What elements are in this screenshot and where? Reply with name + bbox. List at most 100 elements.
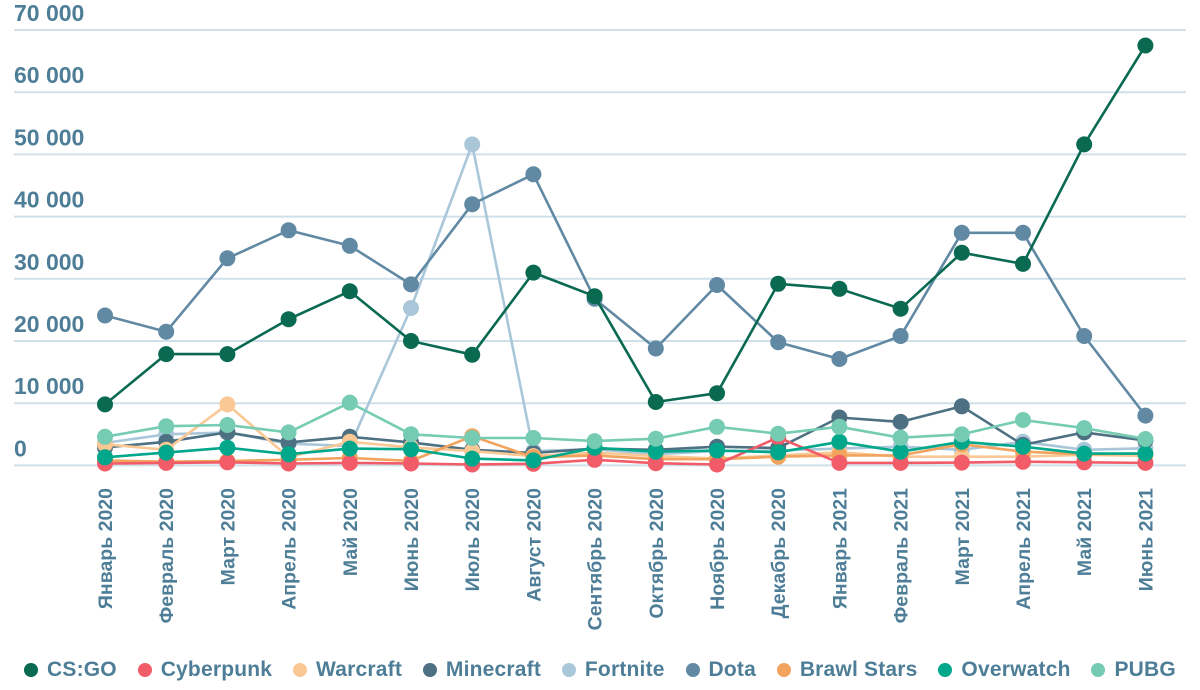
data-point[interactable] bbox=[97, 449, 113, 466]
y-axis-tick-label: 20 000 bbox=[14, 311, 84, 337]
data-point[interactable] bbox=[525, 430, 542, 446]
data-point[interactable] bbox=[280, 446, 297, 463]
data-point[interactable] bbox=[219, 396, 236, 413]
data-point[interactable] bbox=[1137, 431, 1154, 447]
data-point[interactable] bbox=[647, 340, 664, 357]
data-point[interactable] bbox=[1076, 328, 1093, 344]
y-axis-tick-label: 0 bbox=[14, 435, 27, 461]
data-point[interactable] bbox=[464, 430, 481, 446]
data-point[interactable] bbox=[158, 346, 175, 363]
data-point[interactable] bbox=[403, 441, 419, 458]
data-point[interactable] bbox=[831, 418, 848, 435]
data-point[interactable] bbox=[1015, 255, 1031, 272]
data-point[interactable] bbox=[953, 454, 970, 471]
data-point[interactable] bbox=[158, 444, 175, 461]
data-point[interactable] bbox=[647, 394, 664, 410]
data-point[interactable] bbox=[586, 433, 603, 450]
data-point[interactable] bbox=[709, 418, 725, 435]
legend-dot-icon bbox=[561, 663, 576, 677]
data-point[interactable] bbox=[403, 455, 419, 472]
data-point[interactable] bbox=[953, 244, 970, 261]
data-point[interactable] bbox=[770, 334, 787, 351]
data-point[interactable] bbox=[341, 394, 358, 411]
data-point[interactable] bbox=[892, 454, 909, 471]
data-point[interactable] bbox=[1137, 37, 1154, 54]
data-point[interactable] bbox=[892, 328, 909, 344]
data-point[interactable] bbox=[341, 283, 358, 300]
data-point[interactable] bbox=[403, 333, 419, 349]
data-point[interactable] bbox=[464, 196, 481, 213]
legend-item-overwatch[interactable]: Overwatch bbox=[938, 658, 1070, 682]
data-point[interactable] bbox=[1076, 445, 1093, 462]
data-point[interactable] bbox=[953, 224, 970, 241]
data-point[interactable] bbox=[647, 443, 664, 460]
data-point[interactable] bbox=[1015, 438, 1031, 455]
x-axis-tick-label: Январь 2020 bbox=[95, 488, 117, 609]
data-point[interactable] bbox=[586, 451, 603, 468]
data-point[interactable] bbox=[280, 222, 297, 239]
data-point[interactable] bbox=[219, 439, 236, 456]
data-point[interactable] bbox=[1015, 453, 1031, 470]
data-point[interactable] bbox=[709, 277, 725, 293]
data-point[interactable] bbox=[709, 385, 725, 402]
legend-item-warcraft[interactable]: Warcraft bbox=[293, 658, 402, 682]
legend-item-cyberpunk[interactable]: Cyberpunk bbox=[137, 658, 273, 682]
data-point[interactable] bbox=[831, 433, 848, 450]
data-point[interactable] bbox=[831, 454, 848, 471]
data-point[interactable] bbox=[892, 413, 909, 430]
data-point[interactable] bbox=[1015, 412, 1031, 428]
legend-item-cs-go[interactable]: CS:GO bbox=[24, 658, 117, 682]
data-point[interactable] bbox=[341, 237, 358, 254]
data-point[interactable] bbox=[1076, 420, 1093, 437]
data-point[interactable] bbox=[1137, 445, 1154, 462]
data-point[interactable] bbox=[341, 454, 358, 471]
data-point[interactable] bbox=[770, 275, 787, 292]
legend-item-dota[interactable]: Dota bbox=[685, 658, 756, 682]
data-point[interactable] bbox=[219, 250, 236, 267]
data-point[interactable] bbox=[525, 264, 542, 281]
data-point[interactable] bbox=[464, 136, 481, 153]
data-point[interactable] bbox=[1137, 407, 1154, 424]
data-point[interactable] bbox=[97, 396, 113, 413]
data-point[interactable] bbox=[647, 430, 664, 447]
data-point[interactable] bbox=[403, 300, 419, 316]
data-point[interactable] bbox=[831, 351, 848, 367]
data-point[interactable] bbox=[341, 440, 358, 457]
data-point[interactable] bbox=[892, 429, 909, 446]
legend-item-pubg[interactable]: PUBG bbox=[1091, 658, 1176, 682]
legend-item-minecraft[interactable]: Minecraft bbox=[422, 658, 541, 682]
data-point[interactable] bbox=[97, 307, 113, 324]
data-point[interactable] bbox=[953, 426, 970, 443]
data-point[interactable] bbox=[219, 346, 236, 363]
data-point[interactable] bbox=[219, 454, 236, 471]
legend-item-fortnite[interactable]: Fortnite bbox=[561, 658, 665, 682]
data-point[interactable] bbox=[709, 456, 725, 473]
data-point[interactable] bbox=[770, 444, 787, 461]
data-point[interactable] bbox=[1015, 224, 1031, 241]
data-point[interactable] bbox=[525, 452, 542, 469]
data-point[interactable] bbox=[525, 166, 542, 183]
data-point[interactable] bbox=[953, 398, 970, 415]
data-point[interactable] bbox=[892, 443, 909, 460]
data-point[interactable] bbox=[403, 276, 419, 293]
data-point[interactable] bbox=[280, 311, 297, 328]
legend-dot-icon bbox=[776, 663, 791, 677]
data-point[interactable] bbox=[709, 442, 725, 459]
data-point[interactable] bbox=[647, 455, 664, 472]
data-point[interactable] bbox=[158, 323, 175, 340]
data-point[interactable] bbox=[770, 425, 787, 442]
data-point[interactable] bbox=[464, 450, 481, 467]
data-point[interactable] bbox=[1076, 136, 1093, 153]
x-axis-tick-label: Июль 2020 bbox=[462, 488, 484, 592]
data-point[interactable] bbox=[586, 288, 603, 305]
series-dota bbox=[97, 166, 1154, 424]
data-point[interactable] bbox=[892, 300, 909, 317]
data-point[interactable] bbox=[464, 346, 481, 363]
legend-item-brawl-stars[interactable]: Brawl Stars bbox=[776, 658, 918, 682]
data-point[interactable] bbox=[97, 428, 113, 445]
data-point[interactable] bbox=[831, 280, 848, 297]
data-point[interactable] bbox=[158, 418, 175, 435]
data-point[interactable] bbox=[219, 417, 236, 433]
data-point[interactable] bbox=[403, 426, 419, 443]
data-point[interactable] bbox=[280, 424, 297, 441]
